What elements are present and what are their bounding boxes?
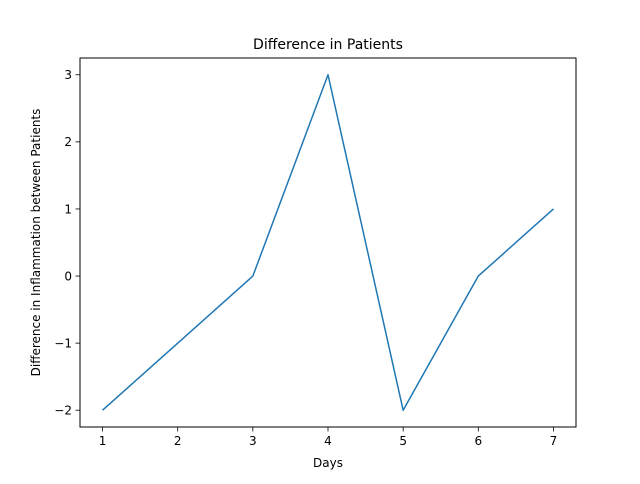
x-tick-label: 3 — [249, 434, 257, 448]
y-tick-label: −2 — [54, 404, 72, 418]
x-tick-label: 5 — [399, 434, 407, 448]
x-tick-label: 7 — [550, 434, 558, 448]
y-tick-label: 3 — [64, 68, 72, 82]
chart-title: Difference in Patients — [253, 37, 403, 53]
series-layer — [102, 74, 554, 411]
x-tick-label: 4 — [324, 434, 332, 448]
y-tick-label: 2 — [64, 135, 72, 149]
x-axis-label: Days — [313, 456, 343, 470]
series-line-0 — [102, 74, 554, 411]
y-tick-label: 1 — [64, 202, 72, 216]
x-tick-label: 2 — [174, 434, 182, 448]
y-tick-label: 0 — [64, 269, 72, 283]
y-tick-label: −1 — [54, 336, 72, 350]
y-axis-ticks: −2 −1 0 1 2 3 — [54, 68, 80, 418]
x-axis-ticks: 1 2 3 4 5 6 7 — [99, 427, 558, 448]
x-tick-label: 6 — [474, 434, 482, 448]
x-tick-label: 1 — [99, 434, 107, 448]
y-axis-label: Difference in Inflammation between Patie… — [29, 109, 43, 377]
